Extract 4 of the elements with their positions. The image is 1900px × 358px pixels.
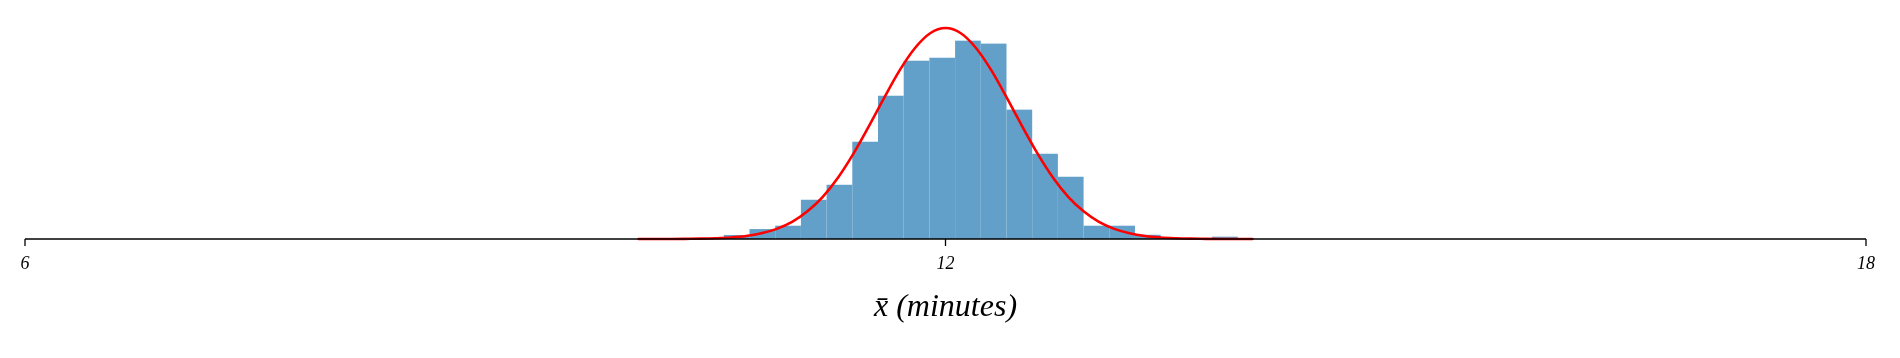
x-tick-label: 6: [20, 253, 30, 273]
x-tick-label: 12: [936, 253, 955, 273]
x-axis-title: x̄ (minutes): [872, 287, 1018, 323]
x-tick-label: 18: [1857, 253, 1875, 273]
